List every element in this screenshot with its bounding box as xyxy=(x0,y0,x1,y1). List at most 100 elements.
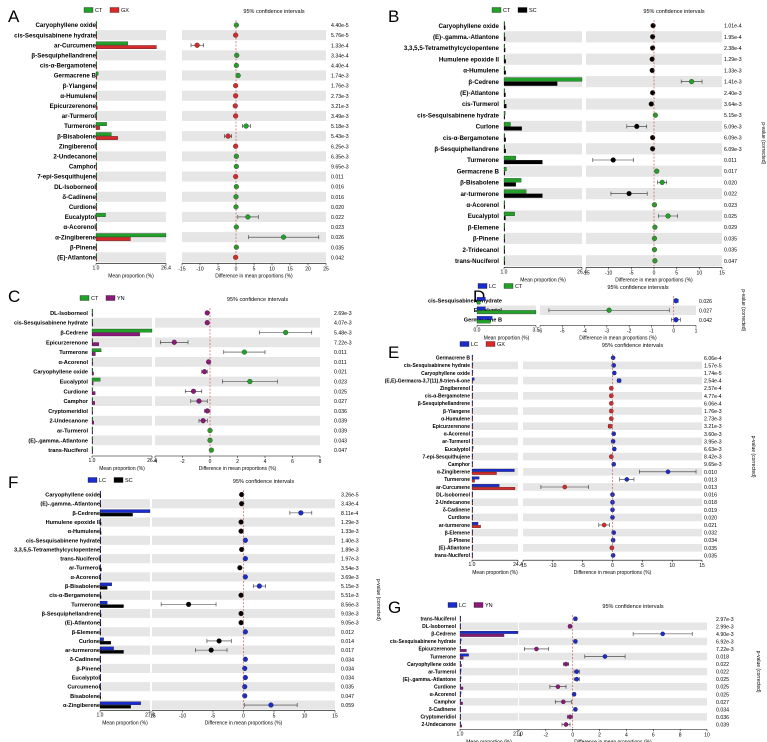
bar-group-b xyxy=(95,176,97,181)
pvalue-axis-label: p-value (corrected) xyxy=(755,651,761,693)
bar-group-a xyxy=(503,245,506,250)
row-label: Curcumenol xyxy=(67,685,100,691)
diff-point xyxy=(648,101,654,107)
bar-group-a xyxy=(99,655,101,660)
row-stripe xyxy=(100,517,150,527)
diff-point xyxy=(555,684,561,689)
diff-point xyxy=(561,699,566,705)
p-value: 0.043 xyxy=(334,438,347,444)
bar-group-a xyxy=(459,668,462,672)
p-value: 6.63e-3 xyxy=(704,447,722,453)
bar-group-b xyxy=(471,403,473,407)
row-label: β-Pinene xyxy=(473,236,500,243)
diff-point xyxy=(567,624,573,629)
bar-group-b xyxy=(95,196,97,201)
row-stripe xyxy=(472,483,518,491)
diff-tick: 15 xyxy=(332,714,338,720)
row-stripe xyxy=(504,76,582,88)
row-label: (E)-.gamma.-Atlantone xyxy=(403,677,457,683)
xlabel-left: Mean proportion (%) xyxy=(472,570,518,576)
diff-tick: 6 xyxy=(291,459,294,465)
bar-group-b xyxy=(91,430,93,435)
bar-group-b xyxy=(503,182,516,187)
ci-title: 95% confidence intervals xyxy=(643,9,704,15)
row-stripe xyxy=(182,171,326,182)
diff-tick: 10 xyxy=(697,270,703,276)
row-stripe xyxy=(92,396,152,406)
bar-group-b xyxy=(503,249,505,254)
diff-tick: 4 xyxy=(625,732,628,738)
bar-group-a xyxy=(99,555,101,559)
bar-group-a xyxy=(471,552,473,556)
p-value: 0.023 xyxy=(334,380,347,386)
bar-group-a xyxy=(95,162,97,167)
row-label: Turmerone xyxy=(64,123,96,130)
bar-group-b xyxy=(99,522,102,526)
bar-group-b xyxy=(471,411,473,414)
p-value: 2.54e-4 xyxy=(704,379,722,385)
legend-swatch xyxy=(105,295,116,301)
diff-point xyxy=(208,447,214,453)
panel-E: E LC GX 95% confidence intervals Germacrene … xyxy=(385,341,756,576)
bar-group-b xyxy=(91,410,94,415)
bar-group-a xyxy=(471,506,473,510)
pvalue-axis-label: p-value (corrected) xyxy=(375,579,381,621)
legend-label: YN xyxy=(117,296,125,302)
p-value: 0.047 xyxy=(334,448,347,454)
bar-group-a xyxy=(471,392,473,396)
diff-point xyxy=(573,639,578,644)
diff-tick: -15 xyxy=(178,266,185,272)
bar-group-a xyxy=(471,484,500,487)
diff-point xyxy=(241,349,247,355)
bar-group-a xyxy=(95,192,97,197)
legend: CT GX xyxy=(83,7,129,14)
diff-point xyxy=(233,224,239,230)
bar-group-a xyxy=(459,638,462,642)
bar-group-a xyxy=(91,446,93,451)
bar-group-a xyxy=(503,256,506,261)
p-value: 0.020 xyxy=(704,515,717,521)
legend-label: CT xyxy=(95,8,103,14)
row-stripe xyxy=(100,554,150,564)
bar-group-a xyxy=(471,385,473,389)
row-label: ar-Curcumene xyxy=(54,42,97,49)
row-label: β-Elemene xyxy=(445,530,471,536)
row-stripe xyxy=(586,188,722,200)
bar-group-a xyxy=(459,714,461,717)
bar-group-b xyxy=(91,391,96,395)
p-value: 0.011 xyxy=(334,360,347,366)
bar-group-a xyxy=(95,142,97,147)
bar-group-a xyxy=(99,573,102,577)
ci-title: 95% confidence intervals xyxy=(227,297,288,303)
bar-group-b xyxy=(95,206,97,211)
legend-swatch xyxy=(79,295,90,301)
diff-tick: 0 xyxy=(653,270,656,276)
bar-group-b xyxy=(95,35,97,39)
row-label: ar-turmerone xyxy=(65,648,100,654)
bar-group-a xyxy=(503,211,515,216)
row-label: Curlone xyxy=(79,639,100,645)
row-label: Humulene epoxide II xyxy=(46,520,101,526)
p-value: 3.21e-3 xyxy=(331,104,349,110)
p-value: 0.012 xyxy=(341,630,354,636)
bar-group-a xyxy=(459,698,461,702)
row-stripe xyxy=(472,528,518,537)
diff-tick: -15 xyxy=(519,563,526,569)
bar-group-b xyxy=(99,659,101,663)
row-label: DL-Isoborneol xyxy=(54,184,96,191)
diff-tick: 20 xyxy=(305,266,311,272)
p-value: 0.020 xyxy=(724,180,737,186)
bar-group-b xyxy=(459,633,505,637)
bar-group-a xyxy=(471,453,473,457)
row-label: (E)-Atlantone xyxy=(439,546,471,552)
p-value: 0.034 xyxy=(341,676,354,682)
p-value: 0.017 xyxy=(341,648,354,654)
row-label: ar-Curcumene xyxy=(436,485,470,491)
row-stripe xyxy=(504,188,582,200)
p-value: 0.011 xyxy=(331,175,344,181)
p-value: 0.011 xyxy=(724,158,737,164)
bar-group-b xyxy=(471,426,474,430)
p-value: 1.57e-5 xyxy=(704,363,722,369)
diff-point xyxy=(612,446,617,452)
row-label: Epicurzerenone xyxy=(50,103,97,110)
